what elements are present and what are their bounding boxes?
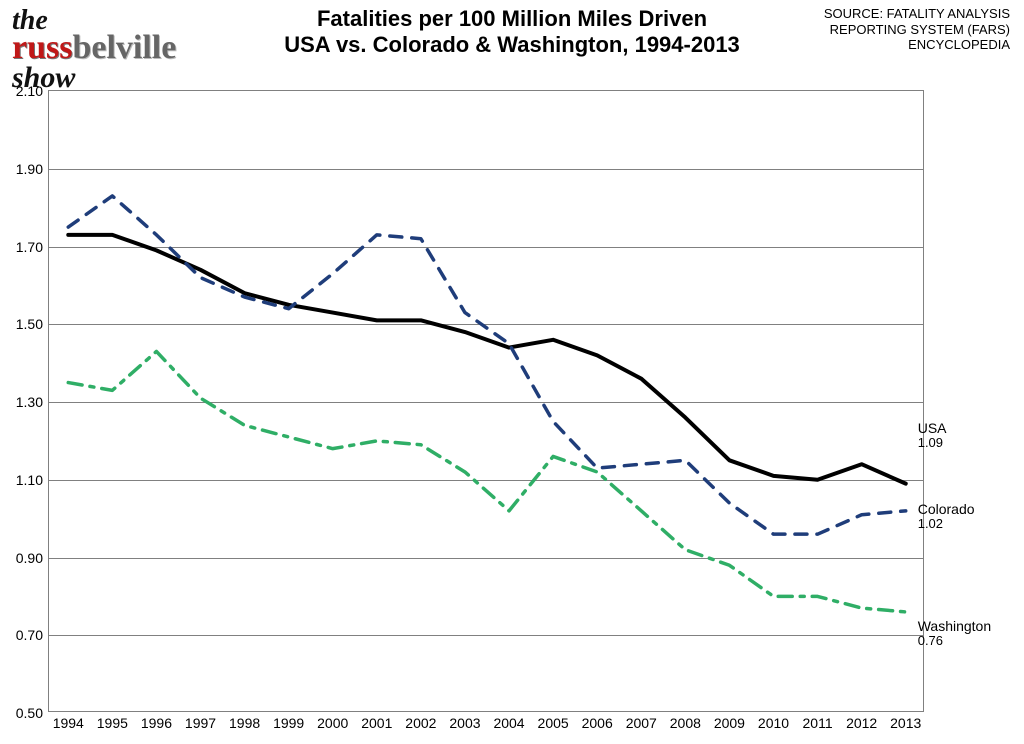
- x-tick-label: 1999: [273, 711, 304, 731]
- series-end-label-name: Colorado: [918, 501, 975, 517]
- series-end-label-name: Washington: [918, 618, 991, 634]
- x-tick-label: 1997: [185, 711, 216, 731]
- x-tick-label: 2012: [846, 711, 877, 731]
- y-tick-label: 1.10: [16, 472, 49, 488]
- x-tick-label: 2002: [405, 711, 436, 731]
- y-tick-label: 0.90: [16, 550, 49, 566]
- series-end-label-name: USA: [918, 420, 947, 436]
- x-tick-label: 2013: [890, 711, 921, 731]
- y-tick-label: 1.30: [16, 394, 49, 410]
- y-tick-label: 2.10: [16, 83, 49, 99]
- y-tick-label: 1.50: [16, 316, 49, 332]
- plot-area: 0.500.700.901.101.301.501.701.902.101994…: [48, 90, 924, 712]
- chart-root: the russbelville show Fatalities per 100…: [0, 0, 1024, 744]
- source-citation: SOURCE: FATALITY ANALYSIS REPORTING SYST…: [824, 6, 1010, 53]
- y-tick-label: 0.50: [16, 705, 49, 721]
- x-tick-label: 2005: [538, 711, 569, 731]
- series-end-label-value: 1.09: [918, 436, 947, 451]
- x-tick-label: 1995: [97, 711, 128, 731]
- y-tick-label: 1.90: [16, 161, 49, 177]
- x-tick-label: 1994: [53, 711, 84, 731]
- source-line3: ENCYCLOPEDIA: [824, 37, 1010, 53]
- series-end-label-colorado: Colorado1.02: [918, 501, 975, 532]
- series-end-label-value: 0.76: [918, 634, 991, 649]
- series-line-colorado: [68, 196, 905, 534]
- y-tick-label: 1.70: [16, 239, 49, 255]
- source-line2: REPORTING SYSTEM (FARS): [824, 22, 1010, 38]
- x-tick-label: 2010: [758, 711, 789, 731]
- x-tick-label: 1998: [229, 711, 260, 731]
- x-tick-label: 2009: [714, 711, 745, 731]
- x-tick-label: 2001: [361, 711, 392, 731]
- y-tick-label: 0.70: [16, 627, 49, 643]
- x-tick-label: 2008: [670, 711, 701, 731]
- series-end-label-usa: USA1.09: [918, 420, 947, 451]
- x-tick-label: 2004: [493, 711, 524, 731]
- x-tick-label: 2000: [317, 711, 348, 731]
- x-tick-label: 1996: [141, 711, 172, 731]
- x-tick-label: 2011: [803, 711, 833, 731]
- series-end-label-washington: Washington0.76: [918, 618, 991, 649]
- x-tick-label: 2007: [626, 711, 657, 731]
- x-tick-label: 2006: [582, 711, 613, 731]
- series-line-washington: [68, 351, 905, 611]
- plot-svg: [49, 91, 925, 713]
- source-line1: SOURCE: FATALITY ANALYSIS: [824, 6, 1010, 22]
- x-tick-label: 2003: [449, 711, 480, 731]
- series-end-label-value: 1.02: [918, 517, 975, 532]
